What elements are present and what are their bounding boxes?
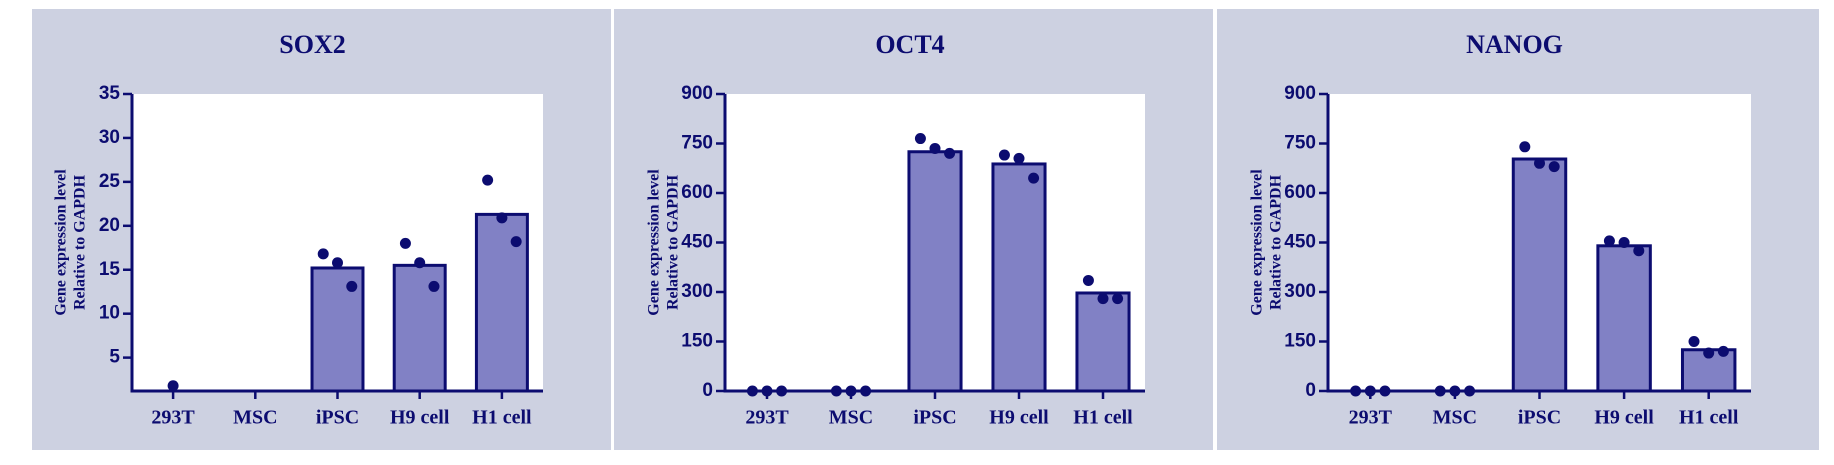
bar [1596, 244, 1652, 393]
data-point [1688, 336, 1700, 347]
data-point [414, 257, 426, 269]
bar [907, 150, 963, 393]
y-tick-label: 20 [99, 215, 120, 236]
y-axis-label: Gene expression level [646, 169, 663, 316]
data-point [399, 237, 411, 249]
data-point [167, 380, 179, 392]
y-axis-label: Relative to GAPDH [1268, 174, 1285, 310]
chart-title: NANOG [1466, 30, 1563, 59]
y-axis-label: Gene expression level [1249, 169, 1266, 316]
y-tick-label: 0 [702, 380, 713, 401]
data-point [1717, 345, 1729, 357]
bar [1680, 348, 1737, 393]
y-tick-label: 750 [681, 133, 713, 154]
data-point [914, 133, 926, 145]
x-tick-label: iPSC [316, 407, 359, 429]
data-point [1097, 293, 1109, 305]
y-tick-label: 750 [1284, 133, 1316, 154]
y-tick-label: 150 [681, 331, 713, 352]
chart-title: OCT4 [875, 30, 944, 59]
data-point [1519, 141, 1531, 153]
y-axis-label: Gene expression level [53, 169, 70, 316]
data-point [496, 212, 508, 224]
x-tick-label: MSC [1433, 407, 1477, 429]
y-tick-label: 35 [99, 83, 121, 104]
data-point [428, 280, 440, 292]
x-tick-label: H9 cell [1594, 407, 1654, 429]
y-tick-label: 600 [681, 182, 713, 203]
bar [1075, 291, 1131, 393]
data-point [346, 280, 358, 292]
y-tick-label: 300 [1284, 281, 1316, 302]
y-tick-label: 900 [681, 83, 713, 104]
data-point [1013, 152, 1025, 164]
x-tick-label: iPSC [913, 407, 956, 429]
data-point [317, 248, 329, 260]
data-point [1633, 245, 1645, 257]
chart-title: SOX2 [279, 30, 345, 59]
y-tick-label: 600 [1284, 182, 1316, 203]
data-point [1548, 161, 1560, 173]
data-point [1082, 274, 1094, 286]
y-tick-label: 30 [99, 127, 120, 148]
x-tick-label: H1 cell [472, 407, 532, 429]
y-tick-label: 300 [681, 281, 713, 302]
x-tick-label: H1 cell [1073, 407, 1133, 429]
x-tick-label: 293T [1349, 407, 1393, 429]
y-tick-label: 0 [1305, 380, 1316, 401]
x-tick-label: MSC [233, 407, 277, 429]
data-point [1534, 157, 1545, 169]
y-tick-label: 25 [99, 171, 121, 192]
data-point [332, 257, 343, 269]
x-tick-label: H1 cell [1679, 407, 1739, 429]
x-tick-label: iPSC [1518, 407, 1561, 429]
y-tick-label: 15 [99, 259, 121, 280]
y-tick-label: 5 [109, 347, 120, 368]
x-tick-label: 293T [745, 407, 789, 429]
data-point [944, 147, 956, 159]
data-point [1028, 172, 1040, 184]
y-tick-label: 10 [99, 303, 120, 324]
data-point [510, 236, 522, 248]
x-tick-label: 293T [151, 407, 195, 429]
y-tick-label: 150 [1284, 331, 1316, 352]
data-point [482, 174, 494, 186]
y-axis-label: Relative to GAPDH [72, 174, 89, 310]
x-tick-label: H9 cell [390, 407, 450, 429]
data-point [1703, 347, 1715, 359]
y-tick-label: 450 [681, 232, 713, 253]
y-axis-label: Relative to GAPDH [665, 174, 682, 310]
data-point [1112, 293, 1124, 305]
data-point [998, 149, 1010, 161]
x-tick-label: H9 cell [989, 407, 1049, 429]
y-tick-label: 900 [1284, 83, 1316, 104]
bar [1511, 157, 1568, 393]
x-tick-label: MSC [829, 407, 873, 429]
y-tick-label: 450 [1284, 232, 1316, 253]
data-point [929, 142, 941, 154]
bar [991, 162, 1047, 393]
data-point [1603, 235, 1615, 247]
data-point [1618, 237, 1630, 248]
